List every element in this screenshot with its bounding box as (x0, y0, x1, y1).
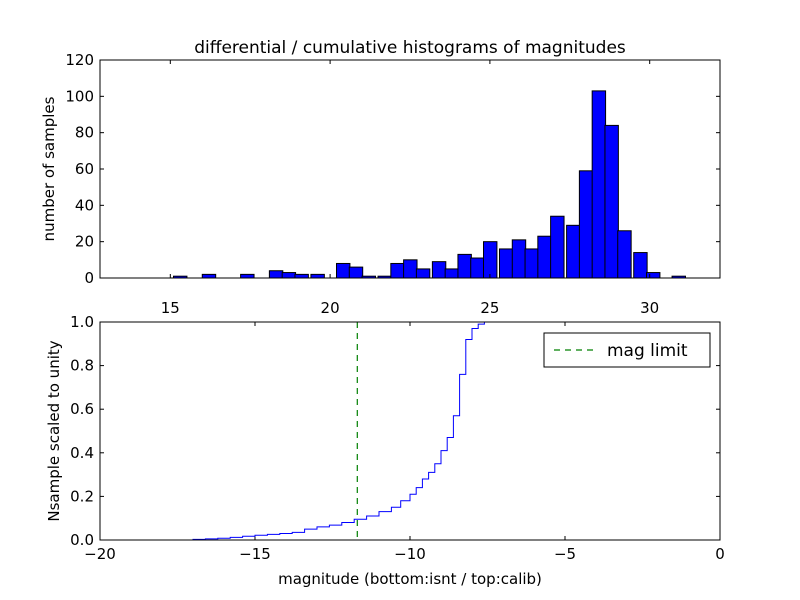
histogram-bar (431, 261, 447, 279)
histogram-bar (604, 124, 619, 279)
histogram-bar (268, 270, 284, 279)
histogram-bar (403, 259, 418, 279)
cumulative-x-axis-label: magnitude (bottom:isnt / top:calib) (278, 570, 542, 588)
x-tick-label: −10 (394, 545, 426, 563)
histogram-bar (457, 253, 472, 279)
histogram-y-tick-labels: 0 20 40 60 80 100 120 (65, 51, 94, 287)
histogram-bar (444, 268, 460, 279)
y-tick-label: 0 (84, 269, 94, 287)
cumulative-y-tick-labels: 0.0 0.2 0.4 0.6 0.8 1.0 (70, 313, 94, 549)
cumulative-y-axis-label: Nsample scaled to unity (45, 340, 63, 521)
y-tick-label: 40 (75, 196, 94, 214)
histogram-bar (390, 262, 405, 279)
histogram-bar (578, 170, 594, 279)
histogram-bar (550, 215, 565, 279)
histogram-y-axis-label: number of samples (40, 96, 58, 241)
histogram-bar (498, 248, 514, 279)
histogram-bar (348, 266, 364, 279)
histogram-title: differential / cumulative histograms of … (194, 38, 626, 58)
y-tick-label: 20 (75, 233, 94, 251)
histogram-bar (240, 273, 255, 279)
histogram-bar (524, 248, 539, 279)
cumulative-panel: −20 −15 −10 −5 0 0.0 0.2 0.4 0.6 0.8 1.0 magnitud… (45, 313, 725, 588)
histogram-bar (537, 235, 552, 279)
x-tick-label: −5 (554, 545, 576, 563)
x-tick-label: −20 (84, 545, 116, 563)
histogram-bars (173, 90, 686, 279)
histogram-x-tick-labels: 15 20 25 30 (161, 299, 659, 317)
histogram-bar (415, 268, 431, 279)
y-tick-label: 0.4 (70, 444, 94, 462)
histogram-bar (201, 273, 217, 279)
y-tick-label: 0.2 (70, 487, 94, 505)
y-tick-label: 0.6 (70, 400, 94, 418)
y-tick-label: 60 (75, 160, 94, 178)
x-tick-label: 20 (321, 299, 340, 317)
histogram-bar (483, 241, 498, 279)
y-tick-label: 80 (75, 124, 94, 142)
x-tick-label: 0 (715, 545, 725, 563)
histogram-bar (310, 273, 325, 279)
histogram-bar (633, 252, 648, 279)
cumulative-x-tick-labels: −20 −15 −10 −5 0 (84, 545, 725, 563)
x-tick-label: 30 (640, 299, 659, 317)
cumulative-plot-frame (99, 321, 721, 541)
histogram-bar (617, 230, 632, 279)
histogram-bar (566, 224, 581, 279)
histogram-bar (281, 272, 297, 279)
histogram-bar (335, 262, 351, 279)
histogram-bar (294, 273, 309, 279)
histogram-bar (511, 239, 527, 279)
x-tick-label: 15 (161, 299, 180, 317)
y-tick-label: 0.8 (70, 357, 94, 375)
histogram-bar (591, 90, 607, 279)
y-tick-label: 100 (65, 87, 94, 105)
x-tick-label: −15 (239, 545, 271, 563)
histogram-axis-ticks (100, 59, 720, 279)
cumulative-step-line (100, 321, 500, 541)
y-tick-label: 120 (65, 51, 94, 69)
histogram-bar (645, 272, 661, 279)
y-tick-label: 1.0 (70, 313, 94, 331)
legend-box (543, 332, 711, 368)
histogram-bar (470, 257, 485, 279)
y-tick-label: 0.0 (70, 531, 94, 549)
histogram-panel: differential / cumulative histograms of … (40, 38, 721, 317)
legend: mag limit (543, 332, 711, 368)
legend-mag-limit-label: mag limit (607, 341, 688, 361)
x-tick-label: 25 (480, 299, 499, 317)
